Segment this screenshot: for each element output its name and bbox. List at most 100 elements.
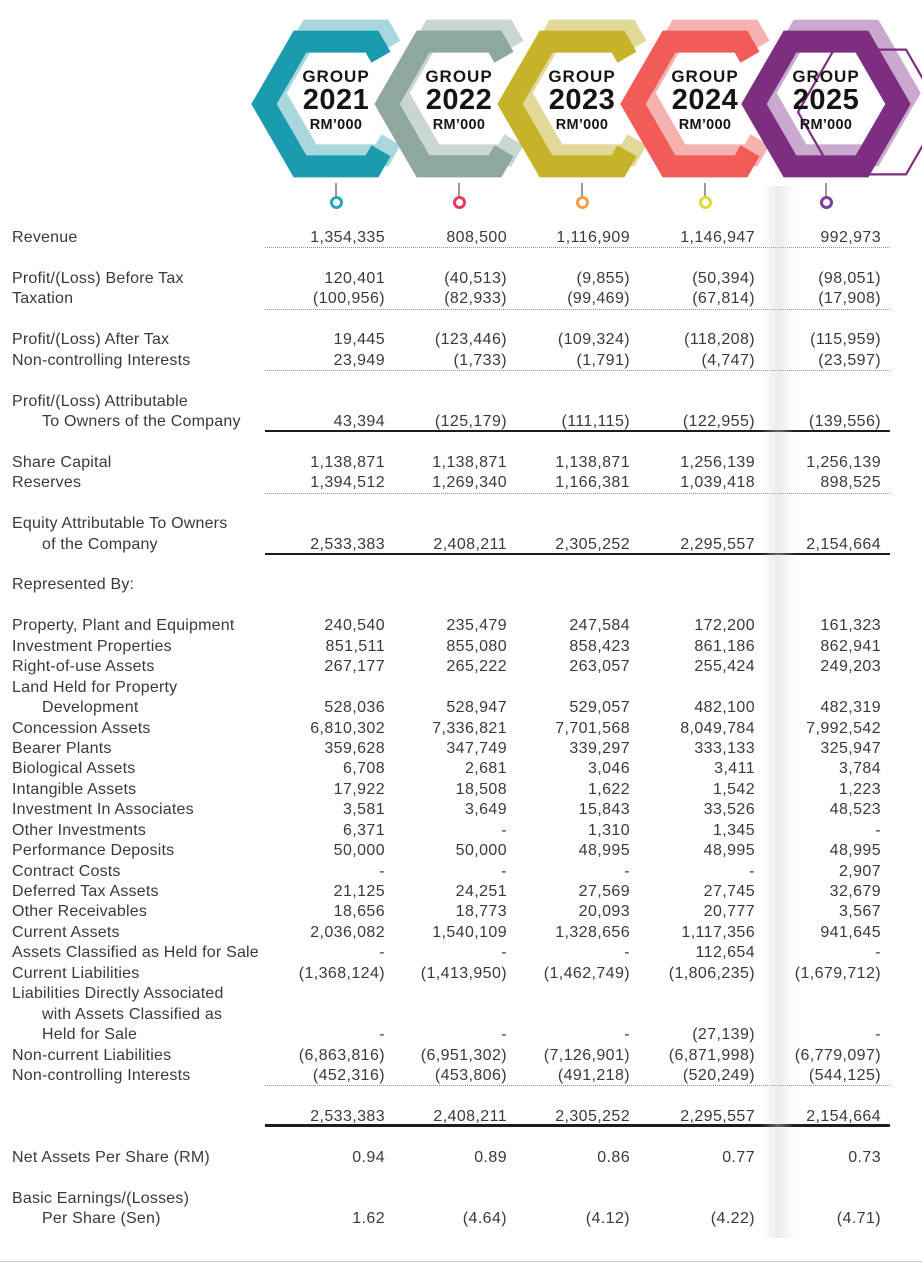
value-cell: 2,305,252 (555, 535, 630, 553)
row-values: - - - (27,139) - (265, 1025, 890, 1045)
value-cell (265, 984, 385, 1004)
row-values: 267,177 265,222 263,057 255,424 249,203 (265, 657, 890, 677)
value-cell: (544,125) (808, 1066, 881, 1084)
value-cell: 528,947 (446, 699, 507, 717)
row-values (265, 392, 890, 412)
table-row (0, 432, 922, 452)
value-cell: 18,508 (455, 780, 507, 798)
row-label: Concession Assets (12, 719, 151, 737)
value-cell: 172,200 (694, 617, 755, 635)
year-badge-2022: GROUP 2022 RM’000 (359, 12, 559, 196)
value-cell (265, 1189, 385, 1209)
row-label: Current Assets (12, 923, 120, 941)
hexagon-open-icon (497, 19, 647, 178)
table-row: Intangible Assets 17,922 18,508 1,622 1,542 1… (0, 780, 922, 800)
value-cell: (6,871,998) (668, 1046, 755, 1064)
value-cell: - (749, 862, 755, 880)
value-cell: 861,186 (694, 637, 755, 655)
value-cell: - (379, 944, 385, 962)
pin-ring-icon (575, 196, 589, 209)
year-badge-2025: GROUP 2025 RM’000 (726, 12, 922, 196)
value-cell (630, 575, 755, 595)
value-cell: 23,949 (333, 351, 385, 369)
financial-table: Revenue 1,354,335 808,500 1,116,909 1,146,94… (0, 228, 922, 1229)
value-cell: 240,540 (324, 617, 385, 635)
value-cell: 1,166,381 (555, 474, 630, 492)
row-label: Profit/(Loss) Before Tax (12, 269, 184, 287)
value-cell (265, 678, 385, 698)
value-cell: 255,424 (694, 658, 755, 676)
table-row: Net Assets Per Share (RM) 0.94 0.89 0.86 0.7… (0, 1148, 922, 1168)
row-values: 0.94 0.89 0.86 0.77 0.73 (265, 1148, 890, 1168)
value-cell: (7,126,901) (543, 1046, 630, 1064)
table-row: Biological Assets 6,708 2,681 3,046 3,411 3,7… (0, 759, 922, 779)
table-row: Non-current Liabilities (6,863,816) (6,951… (0, 1046, 922, 1066)
table-row (0, 596, 922, 616)
value-cell: (40,513) (444, 269, 507, 287)
row-values: 21,125 24,251 27,569 27,745 32,679 (265, 882, 890, 902)
row-label: Intangible Assets (12, 780, 137, 798)
table-row: Profit/(Loss) After Tax 19,445 (123,446) (1… (0, 330, 922, 350)
row-values: (100,956) (82,933) (99,469) (67,814) (17,908… (265, 289, 890, 310)
value-cell: 33,526 (703, 801, 755, 819)
badge-text: GROUP 2021 RM’000 (236, 67, 436, 135)
row-label: Other Investments (12, 821, 147, 839)
row-values (265, 678, 890, 698)
value-cell: - (624, 862, 630, 880)
row-label: Represented By: (12, 576, 135, 594)
value-cell: 7,336,821 (432, 719, 507, 737)
value-cell: 1,622 (587, 780, 630, 798)
badge-group-label: GROUP (425, 67, 493, 86)
row-label: Biological Assets (12, 760, 136, 778)
value-cell: (67,814) (692, 290, 755, 308)
table-row (0, 494, 922, 514)
pin-stem (581, 183, 583, 196)
column-pin-2022 (451, 183, 467, 209)
value-cell: 1,328,656 (555, 923, 630, 941)
table-row (0, 310, 922, 330)
value-cell (755, 514, 881, 534)
value-cell: 1,116,909 (556, 229, 630, 246)
value-cell: 0.94 (352, 1148, 385, 1166)
badge-unit: RM’000 (309, 117, 363, 133)
value-cell: 112,654 (695, 944, 755, 962)
row-label: Deferred Tax Assets (12, 883, 159, 900)
value-cell: 48,995 (703, 842, 755, 860)
row-label: Profit/(Loss) After Tax (12, 331, 170, 349)
value-cell: (6,863,816) (298, 1046, 385, 1064)
value-cell: (50,394) (692, 269, 755, 287)
value-cell: (100,956) (312, 290, 385, 308)
value-cell: 0.86 (597, 1148, 630, 1166)
value-cell: 48,523 (829, 801, 881, 819)
value-cell: 1,138,871 (310, 453, 385, 471)
badge-text: GROUP 2024 RM’000 (605, 67, 805, 135)
badge-year: 2021 (302, 84, 370, 116)
badge-group-label: GROUP (671, 67, 739, 86)
value-cell: 1,256,139 (806, 453, 881, 471)
value-cell (755, 575, 881, 595)
column-pin-2025 (818, 183, 834, 209)
badge-year: 2024 (671, 84, 739, 116)
value-cell: - (875, 1026, 881, 1044)
hexagon-open-icon (251, 19, 401, 178)
value-cell: (1,791) (576, 351, 630, 369)
badge-unit: RM’000 (799, 117, 853, 133)
value-cell: (82,933) (444, 290, 507, 308)
value-cell: 1,310 (587, 821, 630, 839)
row-label: Reserves (12, 474, 82, 492)
row-values (265, 984, 890, 1004)
value-cell: 263,057 (569, 658, 630, 676)
value-cell: 2,408,211 (433, 535, 507, 553)
table-row: Investment In Associates 3,581 3,649 15,843… (0, 800, 922, 820)
value-cell: 1,256,139 (680, 453, 755, 471)
value-cell: 529,057 (569, 699, 630, 717)
value-cell: - (875, 944, 881, 962)
table-row: Held for Sale - - - (27,139) - (0, 1025, 922, 1045)
table-row: Reserves 1,394,512 1,269,340 1,166,381 1,039… (0, 473, 922, 494)
row-values: 3,581 3,649 15,843 33,526 48,523 (265, 800, 890, 820)
row-values (265, 1189, 890, 1209)
value-cell: - (379, 1026, 385, 1044)
table-row: Profit/(Loss) Attributable (0, 392, 922, 412)
value-cell: (1,413,950) (420, 964, 507, 982)
hexagon-outline-icon (796, 48, 922, 176)
